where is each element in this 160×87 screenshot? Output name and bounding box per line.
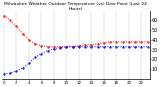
Title: Milwaukee Weather Outdoor Temperature (vs) Dew Point (Last 24 Hours): Milwaukee Weather Outdoor Temperature (v… bbox=[4, 2, 147, 11]
